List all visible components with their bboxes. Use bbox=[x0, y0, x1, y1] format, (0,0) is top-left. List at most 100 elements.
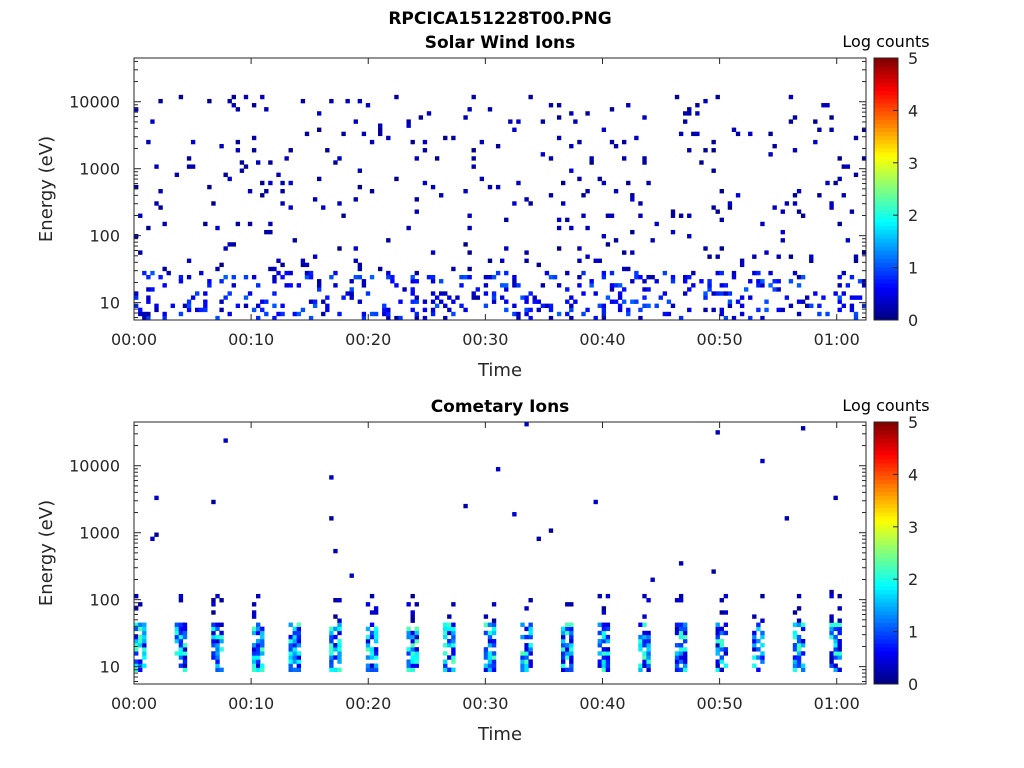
heatmap-cell bbox=[406, 647, 411, 652]
heatmap-cell bbox=[593, 258, 598, 263]
heatmap-cell bbox=[792, 630, 798, 636]
heatmap-cell bbox=[800, 667, 806, 673]
heatmap-cell bbox=[333, 643, 338, 648]
heatmap-cell bbox=[719, 307, 724, 313]
heatmap-cell bbox=[447, 630, 452, 636]
heatmap-cell bbox=[410, 638, 415, 644]
heatmap-cell bbox=[723, 663, 729, 668]
heatmap-cell bbox=[711, 205, 716, 210]
heatmap-cell bbox=[357, 274, 363, 280]
heatmap-cell bbox=[796, 606, 802, 611]
heatmap-cell bbox=[674, 94, 680, 100]
heatmap-cell bbox=[251, 602, 257, 607]
heatmap-cell bbox=[723, 651, 729, 656]
heatmap-cell bbox=[829, 659, 834, 664]
heatmap-cell bbox=[837, 606, 842, 611]
heatmap-cell bbox=[772, 279, 777, 284]
heatmap-cell bbox=[292, 638, 297, 644]
heatmap-cell bbox=[796, 659, 802, 664]
heatmap-cell bbox=[260, 299, 265, 304]
heatmap-cell bbox=[260, 647, 265, 652]
heatmap-cell bbox=[361, 315, 367, 321]
heatmap-cell bbox=[487, 258, 493, 263]
heatmap-cell bbox=[487, 651, 493, 656]
colorbar-swatch bbox=[874, 213, 898, 219]
heatmap-cell bbox=[215, 663, 220, 668]
heatmap-cell bbox=[134, 184, 139, 190]
heatmap-cell bbox=[642, 622, 647, 627]
heatmap-cell bbox=[439, 193, 444, 198]
heatmap-cell bbox=[215, 315, 220, 321]
heatmap-cell bbox=[569, 295, 574, 300]
heatmap-cell bbox=[406, 626, 411, 632]
heatmap-cell bbox=[581, 193, 586, 198]
heatmap-cell bbox=[646, 303, 651, 309]
heatmap-cell bbox=[601, 311, 607, 317]
heatmap-cell bbox=[561, 655, 566, 660]
heatmap-cell bbox=[414, 655, 419, 660]
heatmap-cell bbox=[357, 299, 363, 304]
heatmap-cell bbox=[333, 634, 338, 640]
heatmap-cell bbox=[638, 634, 643, 640]
heatmap-cell bbox=[792, 647, 798, 652]
heatmap-cell bbox=[284, 270, 289, 276]
heatmap-cell bbox=[634, 135, 639, 141]
heatmap-cell bbox=[528, 647, 533, 652]
heatmap-cell bbox=[837, 655, 842, 660]
heatmap-cell bbox=[373, 606, 379, 611]
heatmap-cell bbox=[373, 610, 379, 615]
colorbar-swatch bbox=[874, 561, 898, 566]
heatmap-cell bbox=[215, 638, 220, 644]
heatmap-cell bbox=[744, 287, 749, 292]
colorbar-swatch bbox=[874, 675, 898, 681]
heatmap-cell bbox=[345, 291, 350, 296]
heatmap-cell bbox=[849, 295, 855, 300]
heatmap-cell bbox=[430, 250, 436, 255]
heatmap-cell bbox=[357, 98, 363, 104]
heatmap-cell bbox=[357, 184, 363, 190]
heatmap-cell bbox=[796, 593, 802, 599]
heatmap-cell bbox=[166, 270, 171, 276]
heatmap-cell bbox=[817, 303, 822, 309]
heatmap-cell bbox=[256, 622, 261, 627]
heatmap-cell bbox=[516, 180, 521, 186]
heatmap-cell bbox=[760, 221, 765, 227]
heatmap-cell bbox=[451, 655, 456, 660]
heatmap-cell bbox=[817, 127, 822, 132]
heatmap-cell bbox=[443, 303, 448, 309]
heatmap-cell bbox=[707, 283, 712, 288]
heatmap-cell bbox=[605, 638, 611, 644]
heatmap-cell bbox=[321, 311, 326, 317]
heatmap-cell bbox=[451, 630, 456, 636]
heatmap-cell bbox=[504, 217, 509, 223]
colorbar-swatch bbox=[874, 103, 898, 108]
heatmap-cell bbox=[703, 98, 708, 104]
heatmap-cell bbox=[569, 630, 574, 636]
heatmap-cell bbox=[296, 626, 302, 632]
heatmap-cell bbox=[829, 626, 834, 632]
heatmap-cell bbox=[768, 283, 773, 288]
heatmap-cell bbox=[601, 127, 607, 132]
heatmap-cell bbox=[715, 254, 720, 259]
heatmap-cell bbox=[211, 610, 216, 615]
heatmap-cell bbox=[414, 663, 419, 668]
heatmap-cell bbox=[264, 299, 269, 304]
heatmap-cell bbox=[780, 307, 785, 313]
heatmap-cell bbox=[707, 254, 712, 259]
heatmap-cell bbox=[337, 667, 342, 673]
heatmap-cell bbox=[134, 234, 139, 239]
heatmap-cell bbox=[837, 643, 842, 648]
heatmap-cell bbox=[569, 143, 574, 149]
heatmap-cell bbox=[512, 279, 517, 284]
heatmap-cell bbox=[670, 229, 676, 235]
heatmap-cell bbox=[288, 180, 293, 186]
heatmap-cell bbox=[561, 630, 566, 636]
heatmap-cell bbox=[752, 647, 757, 652]
heatmap-cell bbox=[483, 663, 489, 668]
heatmap-cell bbox=[569, 225, 574, 231]
heatmap-cell bbox=[410, 299, 415, 304]
heatmap-cell bbox=[382, 311, 387, 317]
heatmap-cell bbox=[288, 647, 293, 652]
heatmap-cell bbox=[813, 119, 818, 124]
heatmap-cell bbox=[674, 626, 680, 632]
